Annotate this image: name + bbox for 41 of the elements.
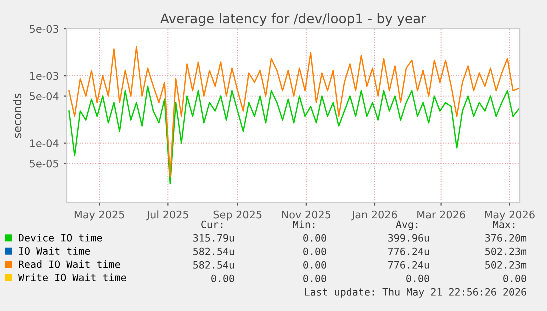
y-tick-label: 5e-04 [30, 92, 59, 100]
text: 0.00 [212, 274, 234, 282]
x-tick-label: Sep 2025 [214, 210, 262, 221]
text: 776.24u [388, 261, 430, 269]
x-tick-label: Jul 2025 [146, 210, 188, 221]
y-tick-label: 1e-04 [30, 140, 59, 148]
legend-label: Read IO Wait time [19, 260, 120, 268]
text: Cur: [202, 220, 223, 228]
text: 502.23m [486, 248, 527, 256]
y-axis-title: seconds [13, 94, 22, 138]
text: 0.00 [304, 248, 326, 256]
x-tick-label: Jan 2026 [352, 210, 398, 221]
text: 582.54u [194, 248, 234, 256]
text: 582.54u [194, 261, 234, 269]
y-tick-label: 1e-03 [30, 72, 59, 80]
text: 376.20m [486, 234, 527, 242]
legend-label: Write IO Wait time [18, 274, 126, 282]
text: Avg: [396, 220, 418, 230]
text: Min: [293, 220, 315, 228]
legend-label: Device IO time [19, 234, 102, 242]
x-tick-label: May 2025 [74, 210, 124, 221]
line-series [68, 86, 520, 185]
x-tick-label: Mar 2026 [418, 210, 466, 219]
chart-title: Average latency for /dev/loop1 - by year [160, 13, 427, 26]
text: 776.24u [388, 248, 430, 256]
x-tick-label: May 2026 [485, 210, 535, 221]
x-tick-label: Nov 2025 [282, 210, 331, 219]
text: Last update: Thu May 21 22:56:26 2026 [305, 288, 526, 298]
y-tick-label: 5e-05 [30, 160, 58, 168]
text: 0.00 [304, 261, 326, 269]
y-tick-label: 5e-03 [30, 25, 59, 34]
text: Max: [493, 220, 515, 228]
text: 0.00 [406, 274, 430, 282]
text: 0.00 [504, 274, 526, 282]
text: 0.00 [304, 274, 326, 282]
text: 399.96u [388, 234, 430, 242]
text: 315.79u [194, 234, 234, 242]
text: 0.00 [304, 234, 326, 242]
legend-label: IO Wait time [19, 247, 90, 256]
line-series [68, 46, 520, 178]
text: 502.23m [486, 261, 527, 269]
